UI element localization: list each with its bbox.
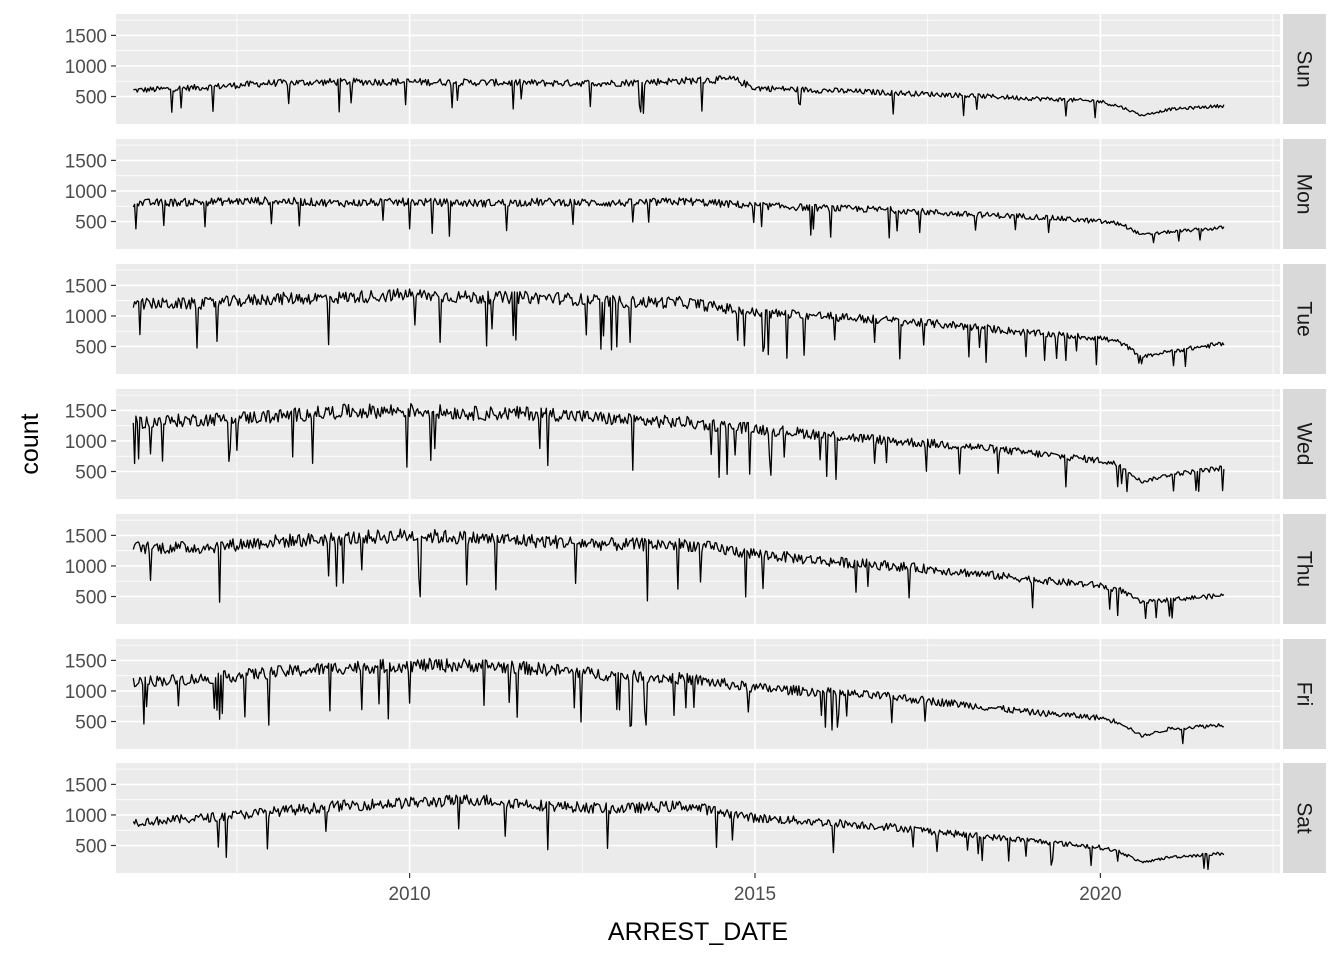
panel-background [116,763,1280,873]
y-tick-label: 500 [75,463,107,484]
y-tick-label: 1500 [65,651,107,672]
strip-label: Tue [1293,301,1316,336]
strip-background [1283,264,1326,374]
series-line-fri [132,657,1224,745]
y-tick-label: 1500 [65,526,107,547]
y-tick-label: 1500 [65,26,107,47]
y-tick-label: 1000 [65,806,107,827]
panel-background [116,14,1280,124]
x-axis-title: ARREST_DATE [608,918,788,946]
y-tick-label: 1500 [65,401,107,422]
strip-background [1283,139,1326,249]
y-tick-label: 500 [75,713,107,734]
strip-label: Sat [1293,802,1316,834]
strip-label: Thu [1293,551,1316,587]
series-line-sun [133,75,1225,119]
panel-background [116,264,1280,374]
strip-label: Sun [1293,50,1316,87]
series-line-tue [132,288,1225,368]
series-line-thu [132,528,1225,620]
y-tick-label: 1000 [65,182,107,203]
y-tick-label: 500 [75,588,107,609]
panel-background [116,389,1280,499]
x-tick-label: 2020 [1079,884,1121,905]
strip-background [1283,763,1326,873]
strip-background [1283,639,1326,749]
strip-label: Wed [1293,423,1316,466]
y-tick-label: 1000 [65,557,107,578]
y-tick-label: 500 [75,837,107,858]
y-tick-label: 1500 [65,276,107,297]
strip-background [1283,389,1326,499]
y-tick-label: 1500 [65,775,107,796]
series-line-sat [132,794,1225,871]
strip-background [1283,14,1326,124]
y-tick-label: 500 [75,213,107,234]
strip-label: Mon [1293,174,1316,215]
y-tick-label: 500 [75,88,107,109]
panel-background [116,514,1280,624]
y-tick-label: 1000 [65,682,107,703]
y-tick-label: 500 [75,338,107,359]
y-tick-label: 1500 [65,151,107,172]
x-tick-label: 2015 [734,884,776,905]
strip-label: Fri [1293,682,1316,707]
y-tick-label: 1000 [65,57,107,78]
x-tick-label: 2010 [388,884,430,905]
panel-background [116,139,1280,249]
y-axis-title: count [16,413,44,474]
panel-background [116,639,1280,749]
y-tick-label: 1000 [65,432,107,453]
strip-background [1283,514,1326,624]
series-line-wed [132,403,1225,493]
series-line-mon [132,196,1225,244]
y-tick-label: 1000 [65,307,107,328]
